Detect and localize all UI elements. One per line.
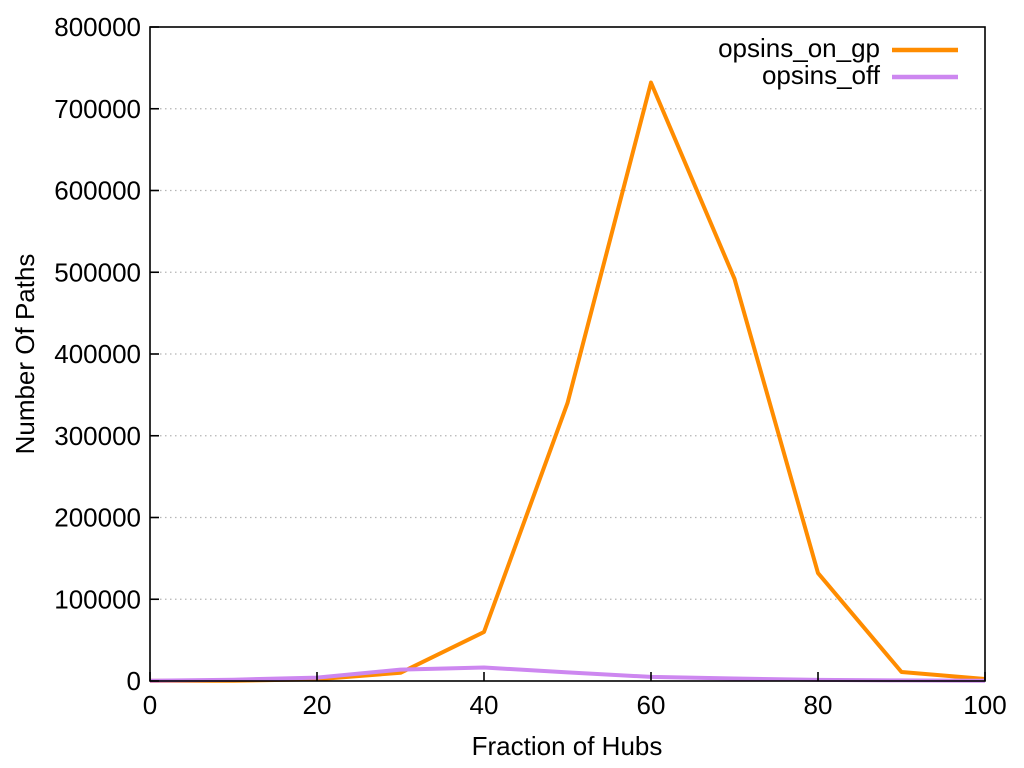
y-tick-label: 700000	[54, 94, 141, 124]
grid-layer	[150, 108, 985, 600]
series-line-opsins_off	[149, 665, 986, 683]
x-tick-label: 20	[303, 690, 332, 720]
y-tick-label: 400000	[54, 339, 141, 369]
axis-layer: 0 20 40 60 80 100 0 100000 200000 300000 400000 500…	[54, 12, 1006, 720]
legend-label-opsins_off: opsins_off	[762, 60, 881, 90]
series-layer	[149, 80, 986, 683]
x-tick-label: 80	[804, 690, 833, 720]
y-tick-label: 800000	[54, 12, 141, 42]
y-tick-label: 500000	[54, 257, 141, 287]
legend-label-opsins_on_gp: opsins_on_gp	[718, 33, 880, 63]
series-line-opsins_on_gp	[149, 80, 986, 683]
y-tick-label: 200000	[54, 503, 141, 533]
x-tick-label: 40	[470, 690, 499, 720]
y-axis-label: Number Of Paths	[10, 254, 40, 455]
x-axis-label: Fraction of Hubs	[472, 731, 663, 761]
y-tick-label: 600000	[54, 176, 141, 206]
x-tick-label: 0	[143, 690, 157, 720]
y-tick-label: 0	[127, 666, 141, 696]
x-tick-label: 100	[963, 690, 1006, 720]
x-tick-label: 60	[637, 690, 666, 720]
y-tick-label: 300000	[54, 421, 141, 451]
y-tick-label: 100000	[54, 584, 141, 614]
